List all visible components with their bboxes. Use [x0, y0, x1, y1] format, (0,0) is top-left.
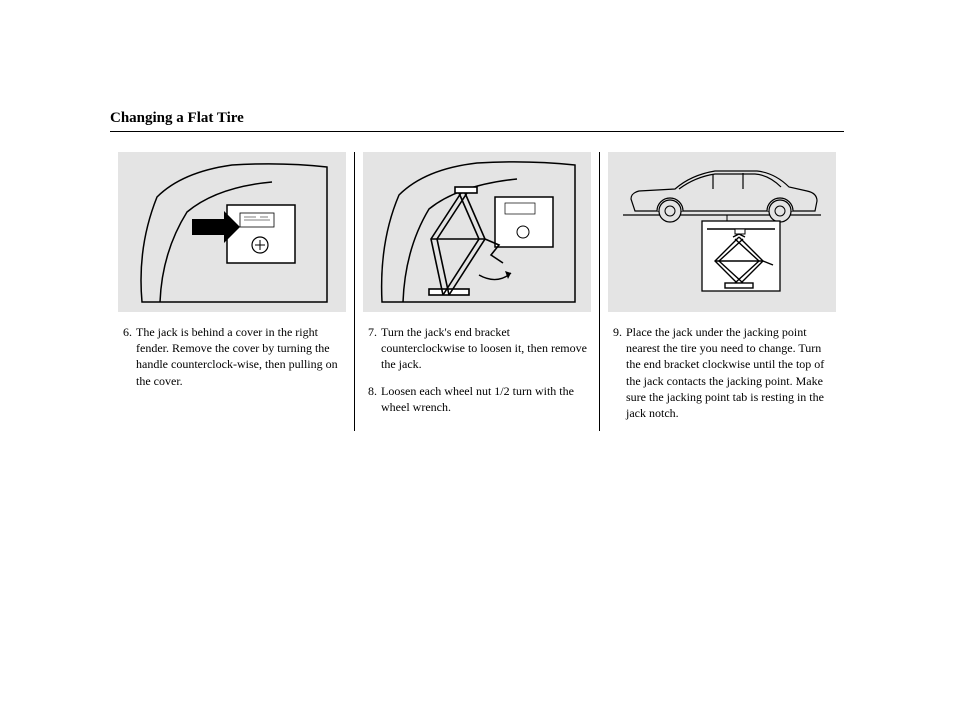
manual-page: Changing a Flat Tire: [0, 0, 954, 431]
column-1: 6. The jack is behind a cover in the rig…: [110, 152, 354, 431]
illustration-jack-remove: [363, 152, 591, 312]
step-number: 6.: [118, 324, 136, 389]
step-text: Loosen each wheel nut 1/2 turn with the …: [381, 383, 591, 415]
step-9: 9. Place the jack under the jacking poin…: [608, 324, 836, 421]
illustration-car-jack: [608, 152, 836, 312]
step-text: Place the jack under the jacking point n…: [626, 324, 836, 421]
step-text: The jack is behind a cover in the right …: [136, 324, 346, 389]
column-3: 9. Place the jack under the jacking poin…: [599, 152, 844, 431]
step-8: 8. Loosen each wheel nut 1/2 turn with t…: [363, 383, 591, 415]
step-number: 9.: [608, 324, 626, 421]
illustration-fender-cover: [118, 152, 346, 312]
columns: 6. The jack is behind a cover in the rig…: [110, 152, 844, 431]
step-7: 7. Turn the jack's end bracket countercl…: [363, 324, 591, 373]
step-6: 6. The jack is behind a cover in the rig…: [118, 324, 346, 389]
step-number: 8.: [363, 383, 381, 415]
step-text: Turn the jack's end bracket counterclock…: [381, 324, 591, 373]
column-2: 7. Turn the jack's end bracket countercl…: [354, 152, 599, 431]
step-number: 7.: [363, 324, 381, 373]
page-title: Changing a Flat Tire: [110, 110, 844, 127]
title-row: Changing a Flat Tire: [110, 110, 844, 132]
